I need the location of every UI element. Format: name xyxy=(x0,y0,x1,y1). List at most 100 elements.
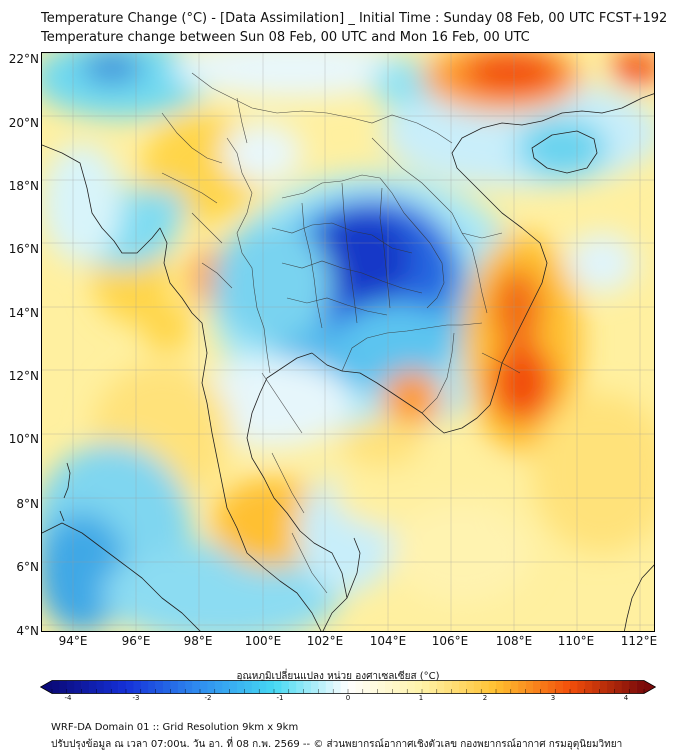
colorbar-segment xyxy=(207,680,216,694)
colorbar-segment xyxy=(348,680,356,694)
colorbar-segment xyxy=(259,680,267,694)
colorbar-segment xyxy=(103,680,112,694)
colorbar-tick-4: 4 xyxy=(623,694,629,702)
colorbar-segment xyxy=(570,680,578,694)
colorbar-segment xyxy=(510,680,519,694)
colorbar-segment xyxy=(303,680,312,694)
colorbar-segment xyxy=(540,680,549,694)
lon-label-112e: 112°E xyxy=(620,634,658,648)
colorbar-segment xyxy=(96,680,105,694)
province-borders xyxy=(161,72,521,594)
colorbar-segment xyxy=(584,680,593,694)
map-subtitle: Temperature change between Sun 08 Feb, 0… xyxy=(41,30,530,45)
lon-label-108e: 108°E xyxy=(495,634,533,648)
colorbar-segment xyxy=(118,680,127,694)
colorbar-min-arrow xyxy=(40,680,52,694)
lon-label-100e: 100°E xyxy=(244,634,282,648)
colorbar-segment xyxy=(496,680,504,694)
colorbar-tick-neg1: -1 xyxy=(276,694,284,702)
lat-label-6n: 6°N xyxy=(16,560,39,574)
colorbar-segment xyxy=(422,680,430,694)
colorbar-segment xyxy=(577,680,586,694)
graticule xyxy=(42,53,654,631)
colorbar-segment xyxy=(311,680,319,694)
colorbar-segment xyxy=(333,680,341,694)
lon-label-94e: 94°E xyxy=(58,634,88,648)
lat-label-10n: 10°N xyxy=(8,432,39,446)
lon-label-96e: 96°E xyxy=(121,634,151,648)
footer-credit: ปรับปรุงข้อมูล ณ เวลา 07:00น. วัน อา. ที… xyxy=(51,739,623,750)
colorbar-segment xyxy=(518,680,526,694)
colorbar-tick-neg3: -3 xyxy=(132,694,140,702)
colorbar-segment xyxy=(222,680,230,694)
colorbar-segment xyxy=(607,680,615,694)
colorbar-segment xyxy=(459,680,467,694)
country-borders xyxy=(42,93,654,631)
lat-label-18n: 18°N xyxy=(8,179,39,193)
colorbar-segment xyxy=(599,680,608,694)
colorbar-segment xyxy=(370,680,378,694)
colorbar-segment xyxy=(237,680,245,694)
footer-model-info: WRF-DA Domain 01 :: Grid Resolution 9km … xyxy=(51,722,299,733)
colorbar-segment xyxy=(81,680,90,694)
colorbar-segment xyxy=(592,680,600,694)
colorbar-segment xyxy=(177,680,186,694)
colorbar-segment xyxy=(466,680,475,694)
colorbar-tick-0: 0 xyxy=(345,694,351,702)
lat-label-14n: 14°N xyxy=(8,306,39,320)
map-canvas xyxy=(42,53,654,631)
lon-label-98e: 98°E xyxy=(183,634,213,648)
colorbar-segment xyxy=(525,680,534,694)
colorbar-segment xyxy=(126,680,134,694)
colorbar-segment xyxy=(140,680,149,694)
colorbar-segment xyxy=(52,680,60,694)
colorbar-segment xyxy=(214,680,223,694)
colorbar-segment xyxy=(555,680,563,694)
lat-label-4n: 4°N xyxy=(16,624,39,638)
lat-label-8n: 8°N xyxy=(16,497,39,511)
temperature-change-map xyxy=(41,52,655,632)
colorbar xyxy=(40,680,656,694)
colorbar-segment xyxy=(377,680,386,694)
colorbar-segment xyxy=(355,680,364,694)
colorbar-segment xyxy=(192,680,201,694)
colorbar-max-arrow xyxy=(644,680,656,694)
colorbar-segment xyxy=(629,680,637,694)
lon-label-102e: 102°E xyxy=(306,634,344,648)
colorbar-segment xyxy=(251,680,260,694)
colorbar-segment xyxy=(59,680,68,694)
colorbar-segment xyxy=(185,680,193,694)
colorbar-tick-neg2: -2 xyxy=(204,694,212,702)
colorbar-segment xyxy=(281,680,290,694)
colorbar-segment xyxy=(414,680,423,694)
colorbar-segment xyxy=(340,680,349,694)
colorbar-segment xyxy=(488,680,497,694)
lon-label-104e: 104°E xyxy=(369,634,407,648)
colorbar-segment xyxy=(407,680,415,694)
colorbar-segment xyxy=(163,680,171,694)
colorbar-segment xyxy=(66,680,75,694)
colorbar-segment xyxy=(451,680,460,694)
colorbar-segment xyxy=(229,680,238,694)
colorbar-segment xyxy=(244,680,253,694)
colorbar-segment xyxy=(362,680,371,694)
colorbar-segment xyxy=(429,680,438,694)
lat-label-16n: 16°N xyxy=(8,242,39,256)
colorbar-segment xyxy=(385,680,393,694)
colorbar-segment xyxy=(155,680,164,694)
colorbar-segment xyxy=(296,680,304,694)
colorbar-segment xyxy=(473,680,482,694)
map-title: Temperature Change (°C) - [Data Assimila… xyxy=(41,11,668,26)
colorbar-segment xyxy=(636,680,645,694)
colorbar-segment xyxy=(392,680,401,694)
colorbar-segment xyxy=(614,680,623,694)
colorbar-segment xyxy=(200,680,208,694)
colorbar-segment xyxy=(318,680,327,694)
colorbar-segment xyxy=(547,680,556,694)
colorbar-segment xyxy=(274,680,282,694)
colorbar-segment xyxy=(562,680,571,694)
colorbar-segment xyxy=(503,680,512,694)
colorbar-segment xyxy=(74,680,82,694)
colorbar-segment xyxy=(89,680,97,694)
lat-label-12n: 12°N xyxy=(8,369,39,383)
